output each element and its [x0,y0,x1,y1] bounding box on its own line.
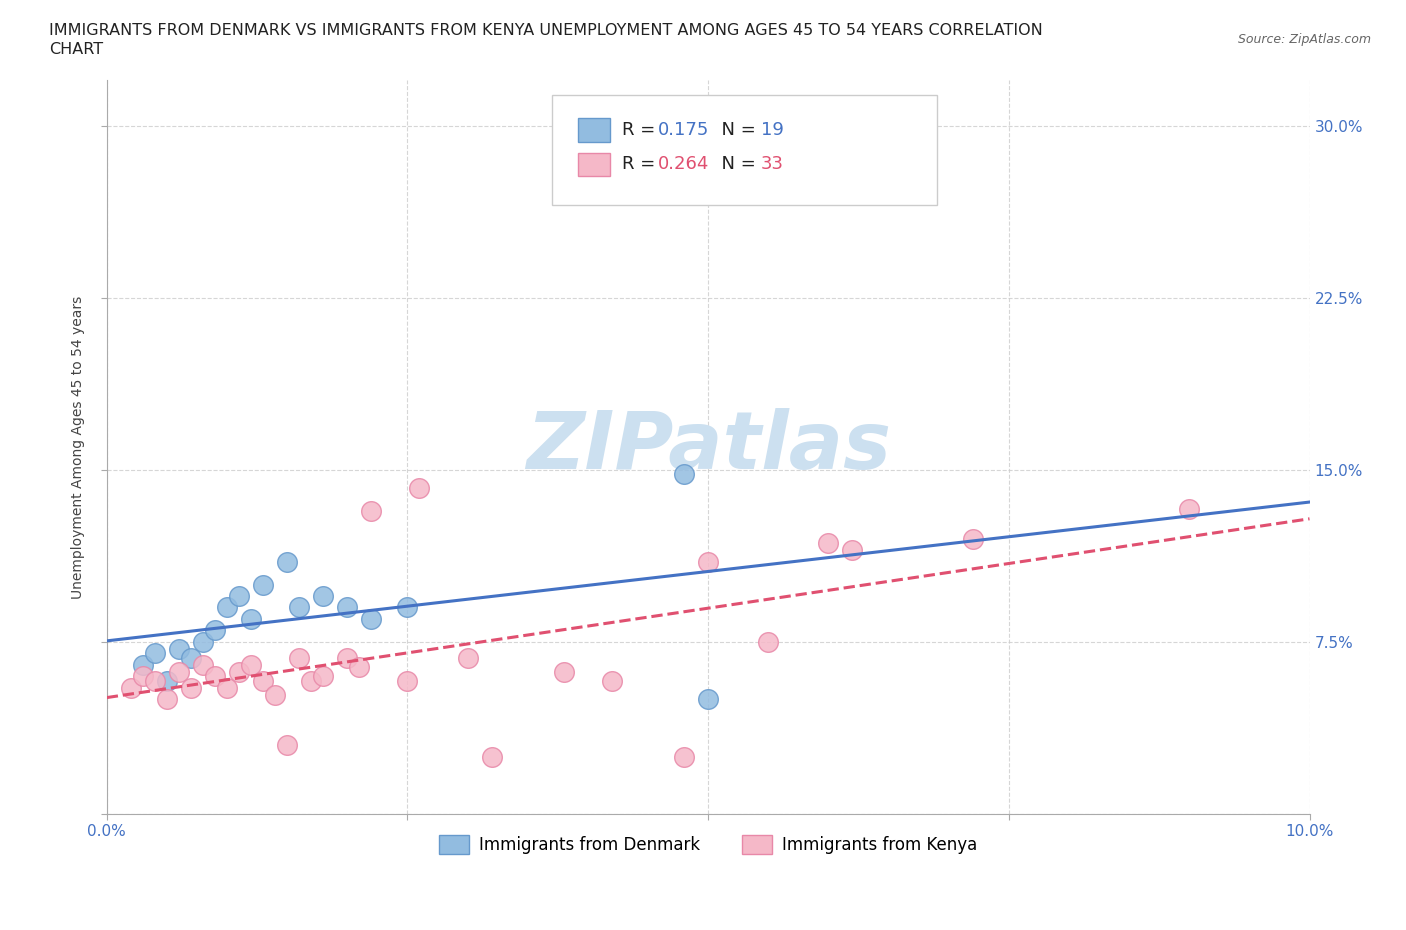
Point [167,664,190,679]
Text: N =: N = [710,121,762,139]
Point [481,749,503,764]
Text: 0.175: 0.175 [658,121,710,139]
Text: R =: R = [623,121,661,139]
Point [180,650,202,665]
Point [204,623,226,638]
Point [697,692,720,707]
Point [240,658,263,672]
Point [396,673,419,688]
Point [264,687,287,702]
Point [312,589,335,604]
Text: 0.264: 0.264 [658,155,710,174]
Point [756,634,779,649]
Text: 33: 33 [761,155,783,174]
Text: CHART: CHART [49,42,103,57]
Text: N =: N = [710,155,762,174]
Point [299,673,322,688]
Point [336,650,359,665]
Point [180,680,202,695]
Point [336,600,359,615]
Point [349,659,371,674]
Bar [578,118,610,141]
Point [228,664,250,679]
Point [156,692,179,707]
Point [215,680,238,695]
Point [600,673,623,688]
FancyBboxPatch shape [551,95,936,205]
Point [252,673,274,688]
Point [276,737,298,752]
Text: R =: R = [623,155,661,174]
Point [120,680,142,695]
Point [204,669,226,684]
Point [288,650,311,665]
Point [673,467,696,482]
Point [360,612,382,627]
Y-axis label: Unemployment Among Ages 45 to 54 years: Unemployment Among Ages 45 to 54 years [72,296,86,599]
Text: Source: ZipAtlas.com: Source: ZipAtlas.com [1237,33,1371,46]
Legend: Immigrants from Denmark, Immigrants from Kenya: Immigrants from Denmark, Immigrants from… [433,828,984,860]
Point [408,481,430,496]
Point [312,669,335,684]
Point [132,669,155,684]
Point [167,642,190,657]
Point [962,531,984,546]
Point [252,578,274,592]
Text: 19: 19 [761,121,783,139]
Point [396,600,419,615]
Point [673,749,696,764]
Point [817,536,839,551]
Point [1178,501,1201,516]
Point [553,664,575,679]
Point [156,673,179,688]
Point [228,589,250,604]
Point [841,543,863,558]
Point [360,504,382,519]
Point [240,612,263,627]
Point [457,650,479,665]
Point [276,554,298,569]
Point [191,634,214,649]
Point [697,554,720,569]
Text: IMMIGRANTS FROM DENMARK VS IMMIGRANTS FROM KENYA UNEMPLOYMENT AMONG AGES 45 TO 5: IMMIGRANTS FROM DENMARK VS IMMIGRANTS FR… [49,23,1043,38]
Text: ZIPatlas: ZIPatlas [526,408,890,486]
Point [132,658,155,672]
Point [288,600,311,615]
Bar [578,153,610,176]
Point [143,645,166,660]
Point [191,658,214,672]
Point [143,673,166,688]
Point [215,600,238,615]
